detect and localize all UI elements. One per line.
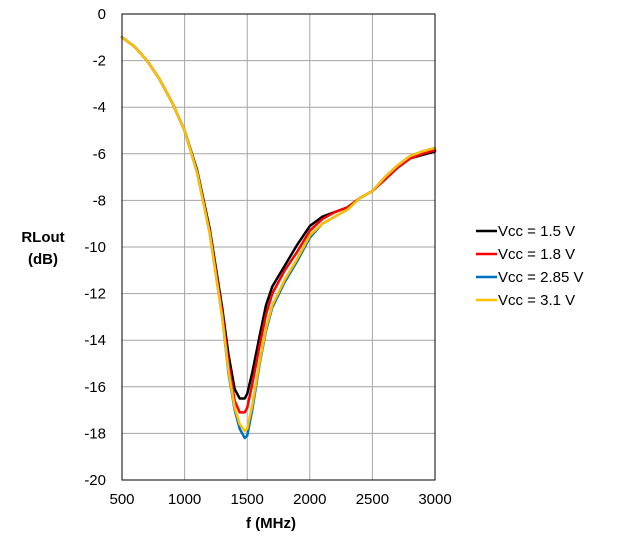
series-line — [120, 36, 437, 414]
y-tick-label: -16 — [84, 379, 106, 396]
y-axis-title-line2: (dB) — [28, 251, 58, 268]
x-tick-label: 2500 — [356, 491, 389, 508]
x-tick-label: 2000 — [293, 491, 326, 508]
x-tick-label: 500 — [109, 491, 134, 508]
y-tick-label: -20 — [84, 472, 106, 489]
y-tick-label: 0 — [98, 6, 106, 23]
y-tick-label: -6 — [93, 146, 106, 163]
x-tick-label: 1500 — [231, 491, 264, 508]
series-lines — [120, 36, 437, 440]
x-tick-label: 1000 — [168, 491, 201, 508]
y-tick-label: -12 — [84, 286, 106, 303]
y-tick-labels: 0 -2 -4 -6 -8 -10 -12 -14 -16 -18 -20 — [84, 6, 106, 489]
series-line — [120, 36, 437, 433]
y-tick-label: -2 — [93, 53, 106, 70]
plot-frame — [121, 13, 436, 481]
x-tick-label: 3000 — [418, 491, 451, 508]
x-axis-title: f (MHz) — [246, 515, 296, 532]
y-axis-title-line1: RLout — [21, 229, 64, 246]
legend-label: Vcc = 1.8 V — [498, 246, 575, 263]
y-tick-label: -14 — [84, 332, 106, 349]
y-tick-label: -8 — [93, 192, 106, 209]
grid — [121, 13, 436, 481]
x-tick-labels: 500 1000 1500 2000 2500 3000 — [109, 491, 451, 508]
y-tick-label: -18 — [84, 425, 106, 442]
legend-label: Vcc = 3.1 V — [498, 292, 575, 309]
y-tick-label: -4 — [93, 99, 106, 116]
y-tick-label: -10 — [84, 239, 106, 256]
series-line — [120, 36, 437, 400]
legend-label: Vcc = 2.85 V — [498, 269, 583, 286]
legend-label: Vcc = 1.5 V — [498, 223, 575, 240]
legend: Vcc = 1.5 V Vcc = 1.8 V Vcc = 2.85 V Vcc = … — [476, 223, 583, 309]
